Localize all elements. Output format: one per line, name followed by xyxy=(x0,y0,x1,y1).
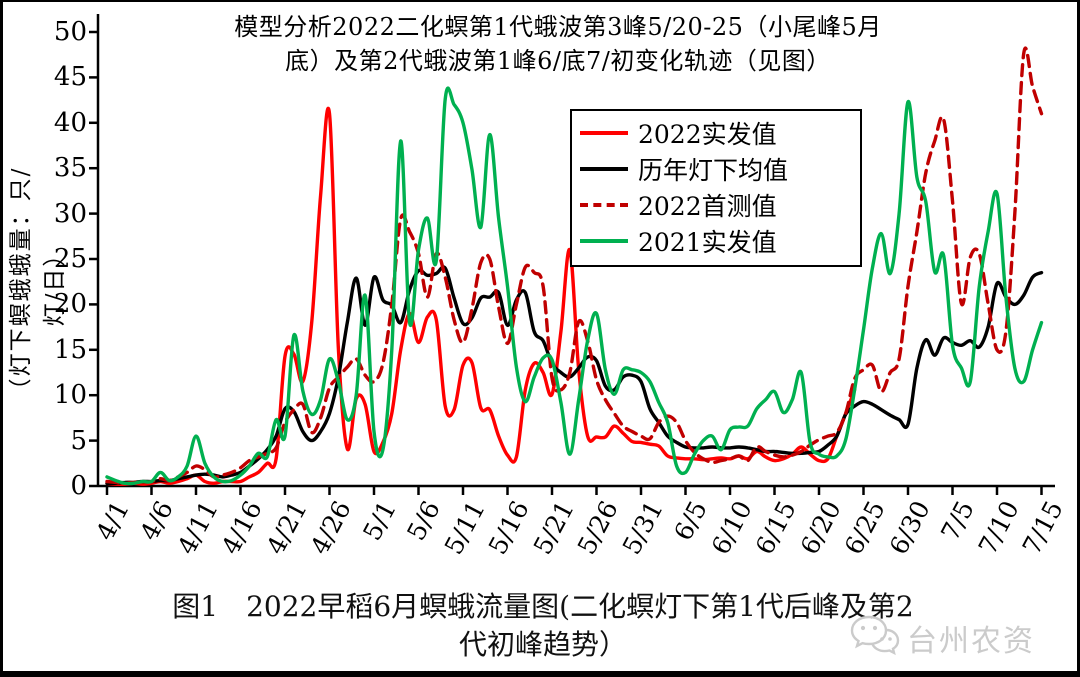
y-tick-label: 15 xyxy=(53,334,87,365)
watermark-text: 台州农资 xyxy=(907,624,1035,659)
legend-label: 2022首测值 xyxy=(638,192,777,221)
legend-entry: 2022首测值 xyxy=(580,187,860,223)
series-2022首测值 xyxy=(105,46,1044,485)
chart-title-line2: 底）及第2代蛾波第1峰6/底7/初变化轨迹（见图） xyxy=(285,47,831,75)
figure-caption-line1: 图1 2022早稻6月螟蛾流量图(二化螟灯下第1代后峰及第2 xyxy=(172,590,914,623)
y-tick-label: 50 xyxy=(53,17,87,47)
y-axis-label: （灯下螟蛾蛾量：只/灯/日） xyxy=(8,166,68,402)
y-tick-label: 25 xyxy=(53,244,87,274)
figure-caption-line2: 代初峰趋势） xyxy=(458,628,627,661)
legend-line-sample-dashed xyxy=(580,203,628,207)
chart-title-line1: 模型分析2022二化螟第1代蛾波第3峰5/20-25（小尾峰5月 xyxy=(234,13,882,41)
legend-entry: 2022实发值 xyxy=(580,115,860,151)
figure-caption: 图1 2022早稻6月螟蛾流量图(二化螟灯下第1代后峰及第2 代初峰趋势） xyxy=(93,588,993,664)
y-tick-label: 0 xyxy=(70,471,87,501)
legend-line-sample-solid xyxy=(580,131,628,135)
watermark: 台州农资 xyxy=(849,614,1035,662)
y-tick-label: 5 xyxy=(70,425,87,456)
legend-entry: 2021实发值 xyxy=(580,223,860,259)
legend-entry: 历年灯下均值 xyxy=(580,151,860,187)
y-tick-label: 20 xyxy=(53,289,87,320)
legend-line-sample-solid xyxy=(580,239,628,243)
legend-label: 2021实发值 xyxy=(638,228,777,257)
legend-label: 历年灯下均值 xyxy=(638,156,789,185)
chart-title: 模型分析2022二化螟第1代蛾波第3峰5/20-25（小尾峰5月 底）及第2代蛾… xyxy=(118,10,998,78)
chart-legend: 2022实发值 历年灯下均值 2022首测值 2021实发值 xyxy=(570,109,862,267)
wechat-icon xyxy=(849,614,901,662)
y-tick-label: 10 xyxy=(53,380,87,411)
series-2021实发值 xyxy=(105,86,1044,486)
legend-line-sample-solid xyxy=(580,167,628,171)
moth-flux-line-chart xyxy=(89,14,1055,495)
y-tick-label: 40 xyxy=(53,107,87,138)
legend-label: 2022实发值 xyxy=(638,120,777,149)
y-tick-label: 45 xyxy=(53,62,87,93)
y-tick-label: 35 xyxy=(53,153,87,184)
y-tick-label: 30 xyxy=(53,198,87,229)
